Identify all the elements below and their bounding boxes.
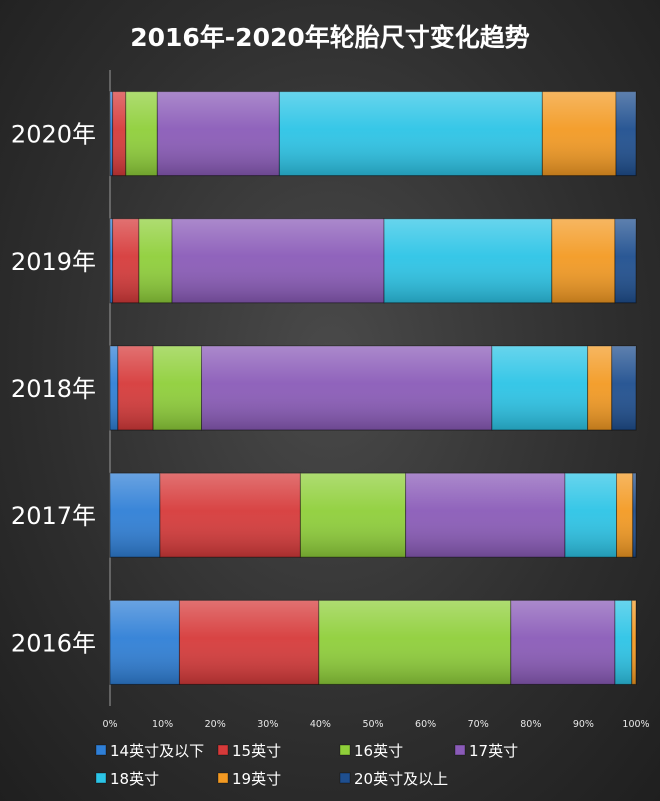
legend-swatch: [217, 744, 229, 756]
legend-label: 15英寸: [232, 742, 281, 760]
bar-segment-shine: [318, 600, 511, 685]
bar-segment-shine: [614, 218, 636, 303]
x-tick-label: 50%: [362, 719, 383, 730]
bar-segment-shine: [616, 473, 633, 558]
bar-segment-shine: [551, 218, 615, 303]
bar-segment-shine: [172, 218, 385, 303]
chart-title: 2016年-2020年轮胎尺寸变化趋势: [130, 23, 530, 52]
bars: [109, 91, 637, 685]
bar-segment-shine: [300, 473, 406, 558]
legend-label: 19英寸: [232, 770, 281, 788]
x-tick-label: 80%: [520, 719, 541, 730]
bar-segment-shine: [110, 600, 180, 685]
x-tick-label: 70%: [468, 719, 489, 730]
bar-segment-shine: [616, 91, 636, 176]
y-tick-label: 2019年: [11, 248, 96, 276]
legend-swatch: [339, 772, 351, 784]
y-tick-label: 2016年: [11, 629, 96, 657]
legend-swatch: [95, 772, 107, 784]
bar-segment-shine: [614, 600, 632, 685]
bar-segment-shine: [384, 218, 552, 303]
x-tick-label: 20%: [205, 719, 226, 730]
bar-segment-shine: [564, 473, 617, 558]
bar-segment-shine: [110, 473, 160, 558]
bar-segment-shine: [510, 600, 615, 685]
x-tick-label: 90%: [573, 719, 594, 730]
x-tick-label: 30%: [257, 719, 278, 730]
legend: 14英寸及以下 15英寸 16英寸 17英寸 18英寸 19英寸 20英寸及以上: [95, 742, 518, 788]
legend-swatch: [339, 744, 351, 756]
legend-label: 17英寸: [469, 742, 518, 760]
bar-segment-shine: [125, 91, 158, 176]
legend-swatch: [454, 744, 466, 756]
bar-segment-shine: [112, 218, 139, 303]
y-axis: 2020年 2019年 2018年 2017年 2016年: [11, 70, 111, 706]
legend-swatch: [95, 744, 107, 756]
x-tick-label: 40%: [310, 719, 331, 730]
legend-label: 18英寸: [110, 770, 159, 788]
x-axis: 0% 10% 20% 30% 40% 50% 60% 70% 80% 90% 100%: [102, 719, 649, 730]
y-tick-label: 2017年: [11, 502, 96, 530]
legend-swatch: [217, 772, 229, 784]
bar-segment-shine: [110, 218, 113, 303]
bar-segment-shine: [110, 91, 113, 176]
x-tick-label: 60%: [415, 719, 436, 730]
bar-segment-shine: [179, 600, 319, 685]
y-tick-label: 2018年: [11, 375, 96, 403]
x-tick-label: 10%: [152, 719, 173, 730]
x-tick-label: 0%: [102, 719, 117, 730]
y-tick-label: 2020年: [11, 121, 96, 149]
bar-segment-shine: [157, 91, 280, 176]
bar-segment-shine: [138, 218, 173, 303]
legend-label: 16英寸: [354, 742, 403, 760]
bar-segment-shine: [632, 473, 636, 558]
bar-segment-shine: [491, 346, 588, 430]
bar-segment-shine: [405, 473, 565, 558]
legend-label: 20英寸及以上: [354, 770, 448, 788]
bar-segment-shine: [542, 91, 617, 176]
bar-segment-shine: [159, 473, 301, 558]
bar-segment-shine: [110, 346, 118, 430]
bar-segment-shine: [279, 91, 543, 176]
bar-segment-shine: [153, 346, 202, 430]
bar-segment-shine: [587, 346, 612, 430]
bar-segment-shine: [631, 600, 636, 685]
bar-segment-shine: [112, 91, 126, 176]
bar-segment-shine: [117, 346, 154, 430]
bar-segment-shine: [611, 346, 636, 430]
bar-segment-shine: [201, 346, 492, 430]
legend-label: 14英寸及以下: [110, 742, 204, 760]
x-tick-label: 100%: [622, 719, 649, 730]
